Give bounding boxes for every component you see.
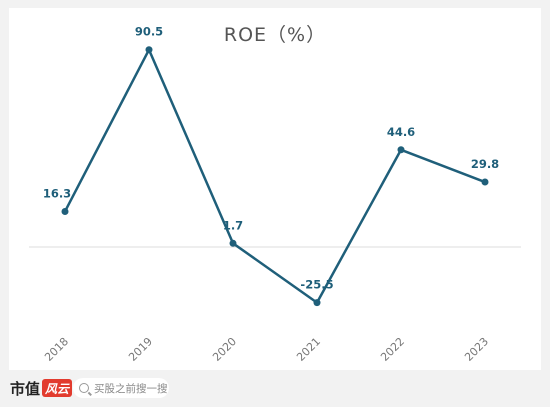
line-chart: 16.3 90.5 1.7 -25.5 44.6 29.8 2018 2019 2020 202… — [29, 25, 521, 364]
roe-series-line — [63, 48, 486, 304]
search-placeholder: 买股之前搜一搜 — [94, 382, 168, 395]
search-icon — [79, 383, 89, 393]
x-tick-label-2022: 2022 — [378, 335, 407, 364]
x-tick-label-2019: 2019 — [126, 335, 155, 364]
brand-text: 市值 — [10, 379, 41, 398]
data-label-2021: -25.5 — [300, 278, 333, 292]
search-box[interactable]: 买股之前搜一搜 — [73, 378, 169, 398]
chart-title: ROE（%） — [223, 24, 327, 46]
data-label-2023: 29.8 — [471, 157, 499, 171]
data-label-2020: 1.7 — [223, 218, 243, 232]
brand-logo: 市值 风云 — [10, 378, 73, 398]
data-point-2021 — [313, 299, 321, 307]
x-tick-label-2023: 2023 — [462, 335, 491, 364]
data-label-2019: 90.5 — [135, 25, 163, 39]
data-point-2018 — [61, 207, 69, 215]
x-tick-label-2021: 2021 — [294, 335, 323, 364]
data-point-2022 — [397, 146, 405, 154]
chart-card: ROE（%） 16.3 90.5 1.7 -25.5 44.6 29.8 2018 2019… — [9, 8, 541, 370]
brand-badge: 风云 — [42, 379, 73, 397]
x-tick-label-2020: 2020 — [210, 335, 239, 364]
data-label-2018: 16.3 — [43, 186, 71, 200]
x-tick-label-2018: 2018 — [42, 335, 71, 364]
data-point-2023 — [481, 178, 489, 186]
data-point-2019 — [145, 46, 153, 54]
data-point-2020 — [229, 239, 237, 247]
data-label-2022: 44.6 — [387, 125, 415, 139]
footer-bar: 市值 风云 买股之前搜一搜 — [0, 370, 550, 407]
